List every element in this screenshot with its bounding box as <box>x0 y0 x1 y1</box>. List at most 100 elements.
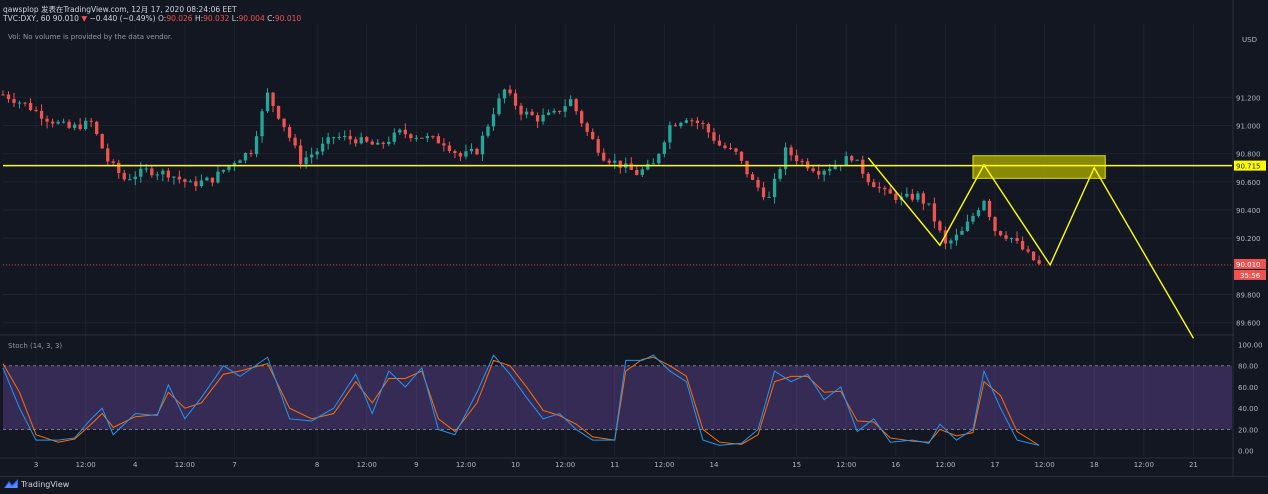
candle-body <box>271 92 275 106</box>
close-label: C: <box>267 14 275 23</box>
candle-body <box>221 169 226 172</box>
symbol: TVC:DXY, 60 <box>3 14 51 23</box>
stoch-lines <box>2 354 1040 446</box>
candle-body <box>960 230 964 235</box>
stoch-legend[interactable]: Stoch (14, 3, 3) <box>8 342 63 350</box>
time-tick-label: 9 <box>414 461 418 469</box>
time-tick-label: 12:00 <box>555 461 575 469</box>
candle-body <box>161 170 165 175</box>
time-tick-label: 12:00 <box>456 461 476 469</box>
candle-body <box>750 174 755 180</box>
candle-body <box>1020 240 1025 250</box>
candle-body <box>348 136 352 140</box>
time-tick-label: 12:00 <box>1134 461 1154 469</box>
candle-body <box>431 136 435 138</box>
down-triangle-icon: ▼ <box>81 14 88 23</box>
candle-body <box>563 106 567 112</box>
candle-body <box>888 189 892 194</box>
candle-body <box>491 114 496 127</box>
candle-body <box>1037 260 1041 264</box>
time-tick-label: 21 <box>1189 461 1198 469</box>
candle-body <box>436 136 441 144</box>
candle-body <box>150 168 154 176</box>
stoch-tick-label: 20.00 <box>1238 426 1258 434</box>
candle-body <box>337 136 341 138</box>
candle-body <box>783 147 788 170</box>
high-value: 90.032 <box>203 14 230 23</box>
candle-body <box>987 200 992 218</box>
stoch-tick-label: 60.00 <box>1238 384 1258 392</box>
candle-body <box>89 120 93 122</box>
time-tick-label: 12:00 <box>836 461 856 469</box>
candle-body <box>712 132 716 141</box>
candle-body <box>304 157 308 164</box>
price-tick-label: 90.800 <box>1236 151 1261 159</box>
candle-body <box>877 187 881 189</box>
time-tick-label: 12:00 <box>175 461 195 469</box>
candle-body <box>172 176 176 178</box>
candle-body <box>524 111 529 115</box>
price-tick-label: 90.600 <box>1236 179 1261 187</box>
countdown-badge <box>1234 269 1266 280</box>
level-label: 90.715 <box>1236 163 1261 171</box>
candle-body <box>921 193 926 204</box>
candle-body <box>883 187 887 190</box>
candle-body <box>276 105 281 119</box>
candle-body <box>282 118 286 128</box>
candle-body <box>971 215 975 222</box>
candle-body <box>232 162 237 166</box>
candle-body <box>128 179 132 181</box>
candle-body <box>61 121 66 123</box>
brand[interactable]: TradingView <box>4 479 69 489</box>
candle-body <box>122 172 126 180</box>
candle-body <box>205 177 209 181</box>
candle-body <box>541 114 545 122</box>
candle-body <box>530 111 534 116</box>
candle-body <box>298 145 303 164</box>
candle-body <box>761 187 766 198</box>
footer-bar <box>0 476 1268 494</box>
candle-body <box>789 147 793 156</box>
candle-body <box>657 153 661 164</box>
candle-body <box>552 110 556 113</box>
candle-body <box>817 171 821 175</box>
candle-body <box>927 203 931 205</box>
candle-body <box>976 210 981 216</box>
candle-body <box>332 137 336 139</box>
candle-body <box>910 193 915 200</box>
candle-body <box>844 156 848 166</box>
candle-body <box>458 153 463 157</box>
time-tick-label: 12:00 <box>935 461 955 469</box>
candle-body <box>706 124 711 133</box>
candle-body <box>574 99 578 112</box>
candle-body <box>183 179 187 183</box>
candle-body <box>414 137 418 139</box>
candle-body <box>861 159 865 174</box>
candle-body <box>265 92 270 112</box>
candle-body <box>194 181 198 187</box>
candle-body <box>469 148 474 152</box>
price-tick-label: 90.200 <box>1236 235 1261 243</box>
time-tick-label: 15 <box>792 461 801 469</box>
candle-body <box>943 230 948 244</box>
candle-body <box>662 142 666 154</box>
grid <box>0 0 1268 476</box>
candle-body <box>249 153 253 155</box>
candle-body <box>370 141 374 145</box>
candle-body <box>464 151 468 157</box>
candle-body <box>513 93 518 106</box>
candle-body <box>591 131 595 140</box>
time-tick-label: 10 <box>511 461 520 469</box>
price-tick-label: 90.400 <box>1236 207 1261 215</box>
candle-body <box>673 125 678 127</box>
stoch-tick-label: 80.00 <box>1238 363 1258 371</box>
resistance-zone <box>972 155 1106 179</box>
candle-body <box>728 148 733 150</box>
candle-body <box>425 136 430 139</box>
candle-body <box>613 160 617 163</box>
candle-body <box>243 153 248 161</box>
candle-body <box>199 180 204 187</box>
change-value: −0.440 (−0.49%) <box>89 14 156 23</box>
candle-body <box>535 115 540 122</box>
